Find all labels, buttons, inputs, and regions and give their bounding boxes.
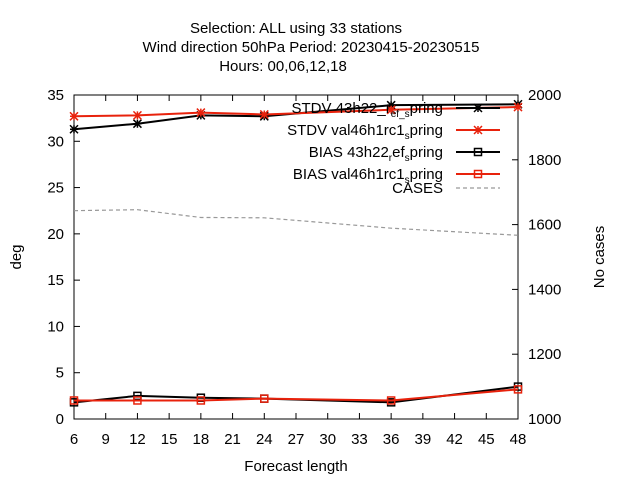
series-line — [73, 209, 519, 236]
x-tick-label: 6 — [70, 431, 78, 448]
y-tick-label: 5 — [56, 365, 64, 382]
y-tick-label: 35 — [47, 87, 64, 104]
x-axis-label: Forecast length — [244, 458, 347, 475]
series-point — [513, 102, 523, 112]
x-tick-label: 48 — [510, 431, 527, 448]
y-tick-label: 10 — [47, 318, 64, 335]
x-tick-label: 42 — [446, 431, 463, 448]
x-tick-label: 27 — [288, 431, 305, 448]
legend-marker — [473, 103, 483, 113]
y-axis-label: deg — [8, 244, 25, 269]
legend-label: STDV val46h1rc1spring — [287, 122, 443, 142]
x-tick-label: 18 — [193, 431, 210, 448]
legend-label: STDV 43h22_ref_spring — [292, 100, 444, 120]
legend-label: BIAS 43h22refspring — [309, 144, 443, 164]
y2-tick-label: 1600 — [528, 217, 561, 234]
y2-tick-label: 1200 — [528, 346, 561, 363]
y-tick-label: 30 — [47, 133, 64, 150]
series-line — [73, 385, 519, 404]
series-4 — [73, 209, 519, 236]
title-line-1: Selection: ALL using 33 stations — [190, 20, 402, 37]
x-tick-label: 15 — [161, 431, 178, 448]
series-point — [69, 111, 79, 121]
x-tick-label: 39 — [415, 431, 432, 448]
x-tick-label: 33 — [351, 431, 368, 448]
series-point — [133, 391, 142, 401]
series-point — [133, 396, 142, 405]
series-point — [386, 100, 396, 110]
x-tick-label: 36 — [383, 431, 400, 448]
series-line — [73, 106, 519, 118]
series-point — [132, 110, 142, 120]
x-tick-label: 24 — [256, 431, 273, 448]
series-3 — [69, 385, 523, 405]
series-point — [260, 394, 269, 403]
series-line — [73, 103, 519, 131]
x-tick-label: 12 — [129, 431, 146, 448]
x-tick-label: 45 — [478, 431, 495, 448]
series-point — [132, 119, 142, 129]
x-tick-label: 9 — [102, 431, 110, 448]
title-line-2: Wind direction 50hPa Period: 20230415-20… — [143, 39, 480, 56]
legend-marker — [473, 147, 483, 157]
y2-tick-label: 1000 — [528, 411, 561, 428]
y-tick-label: 15 — [47, 272, 64, 289]
legend-marker — [473, 169, 483, 179]
title-line-3: Hours: 00,06,12,18 — [219, 58, 347, 75]
axis-ticks: 6 9 12 15 18 21 24 27 30 33 36 39 42 45 48 0 5 10 15 20 25 30… — [47, 87, 561, 448]
y-tick-label: 0 — [56, 411, 64, 428]
legend-label: CASES — [392, 180, 443, 197]
series-point — [196, 396, 206, 405]
x-tick-label: 21 — [224, 431, 241, 448]
series-point — [259, 109, 269, 119]
y2-tick-label: 1800 — [528, 152, 561, 169]
series-point — [386, 396, 396, 405]
series-1 — [69, 102, 523, 121]
y2-tick-label: 2000 — [528, 87, 561, 104]
series-point — [196, 108, 206, 118]
y2-axis-label: No cases — [591, 226, 608, 289]
plot-border — [73, 94, 519, 420]
series-point — [513, 385, 523, 394]
x-tick-label: 30 — [319, 431, 336, 448]
series-line — [74, 388, 519, 402]
legend-marker — [473, 125, 483, 135]
series-point — [69, 124, 79, 134]
series-point — [69, 396, 79, 405]
series-point — [386, 105, 396, 115]
y-tick-label: 20 — [47, 226, 64, 243]
series-layer — [69, 99, 523, 407]
legend-label: BIAS val46h1rc1spring — [293, 166, 443, 186]
y-tick-label: 25 — [47, 180, 64, 197]
y2-tick-label: 1400 — [528, 281, 561, 298]
chart-title: Selection: ALL using 33 stations Wind di… — [143, 20, 480, 75]
